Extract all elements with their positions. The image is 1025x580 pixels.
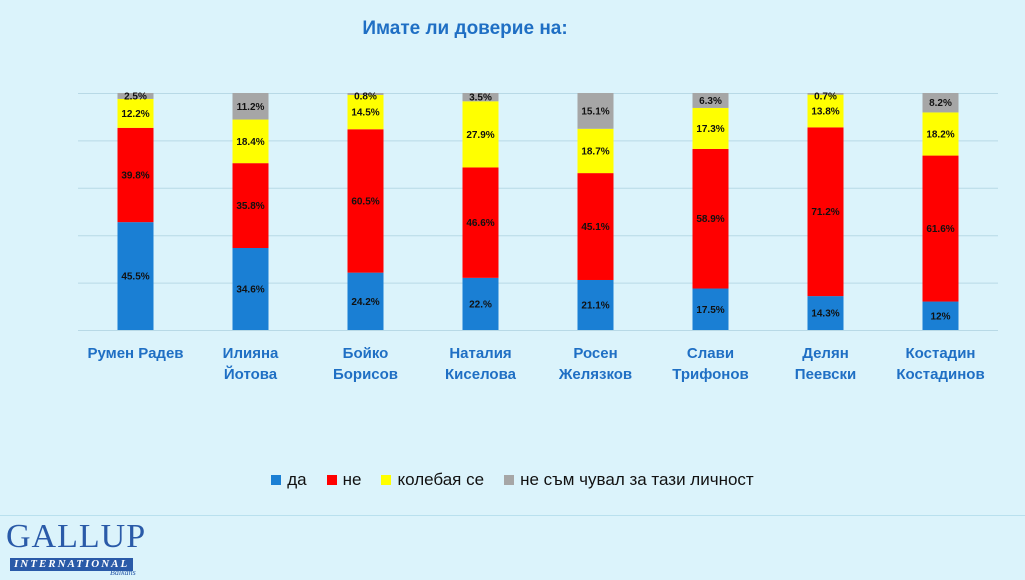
data-label: 13.8%	[811, 107, 839, 118]
bar-segment	[692, 148, 729, 289]
data-label: 15.1%	[581, 106, 609, 117]
legend-swatch	[504, 475, 515, 485]
category-label: Делян	[802, 345, 849, 362]
category-label: Костадинов	[896, 366, 984, 383]
legend-item: колебая се	[381, 470, 484, 490]
bar-segment	[692, 288, 729, 330]
footer-divider	[0, 515, 1025, 516]
data-label: 24.2%	[351, 297, 379, 308]
category-label: Желязков	[558, 366, 632, 383]
bar-segment	[117, 98, 154, 128]
data-label: 34.6%	[236, 284, 264, 295]
data-label: 46.6%	[466, 218, 494, 229]
bar-segment	[577, 128, 614, 174]
data-label: 21.1%	[581, 300, 609, 311]
data-label: 58.9%	[696, 214, 724, 225]
data-label: 60.5%	[351, 196, 379, 207]
bar-segment	[692, 107, 729, 149]
data-label: 18.4%	[236, 137, 264, 148]
data-label: 71.2%	[811, 207, 839, 218]
category-label: Румен Радев	[87, 345, 183, 362]
stacked-bar-chart: 45.5% 39.8% 12.2% 2.5% Румен Радев 34.6% 35.8%…	[78, 92, 998, 383]
bar-segment	[922, 301, 959, 330]
data-label: 14.3%	[811, 309, 839, 320]
bar-segment	[232, 163, 269, 248]
bar-segment	[922, 93, 959, 113]
bar-segment	[232, 247, 269, 330]
bar-segment	[807, 296, 844, 330]
bar-segment	[462, 277, 499, 330]
bar-segment	[922, 155, 959, 302]
data-label: 3.5%	[469, 93, 492, 104]
data-label: 6.3%	[699, 96, 722, 107]
bar-segment	[922, 112, 959, 156]
bar-segment	[577, 173, 614, 280]
bar-segment	[347, 272, 384, 330]
chart-title: Имате ли доверие на:	[362, 18, 568, 39]
data-label: 18.2%	[926, 130, 954, 141]
chart-legend: да не колебая се не съм чувал за тази лично…	[0, 470, 1025, 490]
logo-international: INTERNATIONAL	[10, 558, 134, 571]
data-label: 2.5%	[124, 92, 147, 103]
data-label: 12%	[930, 311, 950, 322]
bar-segment	[807, 127, 844, 297]
data-label: 18.7%	[581, 146, 609, 157]
bar-segment	[692, 93, 729, 108]
data-label: 45.5%	[121, 272, 149, 283]
bar-segment	[462, 167, 499, 278]
category-label: Трифонов	[672, 366, 749, 383]
legend-label: колебая се	[397, 470, 485, 489]
bar-segment	[117, 127, 154, 223]
data-label: 17.5%	[696, 305, 724, 316]
category-label: Слави	[687, 345, 734, 362]
bar-segment	[117, 222, 154, 330]
data-label: 0.8%	[354, 92, 377, 103]
data-label: 39.8%	[121, 171, 149, 182]
legend-item: да	[271, 470, 307, 490]
data-label: 14.5%	[351, 108, 379, 119]
data-label: 8.2%	[929, 98, 952, 109]
legend-item: не	[326, 470, 362, 490]
category-label: Наталия	[449, 345, 511, 362]
legend-swatch	[381, 475, 392, 485]
data-label: 22.%	[469, 299, 492, 310]
logo-wordmark: GALLUP	[6, 518, 147, 555]
data-label: 61.6%	[926, 224, 954, 235]
data-label: 27.9%	[466, 130, 494, 141]
bar-segment	[232, 93, 269, 120]
bar-segment	[347, 94, 384, 130]
category-label: Пеевски	[795, 366, 856, 383]
legend-label: не	[342, 470, 362, 489]
data-label: 11.2%	[237, 102, 265, 113]
category-label: Росен	[573, 345, 617, 362]
category-label: Бойко	[343, 345, 389, 362]
category-label: Илияна	[223, 345, 279, 362]
bar-segment	[462, 101, 499, 168]
bar-segment	[347, 129, 384, 273]
category-label: Костадин	[906, 345, 976, 362]
bar-segment	[807, 93, 844, 95]
category-label: Йотова	[224, 365, 278, 383]
data-label: 45.1%	[581, 222, 609, 233]
data-label: 17.3%	[696, 124, 724, 135]
category-label: Киселова	[445, 366, 517, 383]
bar-segment	[232, 119, 269, 164]
legend-item: не съм чувал за тази личност	[504, 470, 754, 490]
legend-label: да	[287, 470, 307, 489]
logo-region: Balkans	[110, 568, 136, 577]
data-label: 35.8%	[236, 201, 264, 212]
data-label: 12.2%	[121, 109, 149, 120]
category-label: Борисов	[333, 366, 398, 383]
gallup-logo: GALLUP INTERNATIONAL Balkans	[6, 520, 156, 578]
bar-segment	[462, 93, 499, 102]
legend-swatch	[271, 475, 282, 485]
legend-label: не съм чувал за тази личност	[520, 470, 754, 489]
legend-swatch	[326, 475, 337, 485]
bar-segment	[347, 93, 384, 95]
data-label: 0.7%	[814, 92, 837, 103]
bar-segment	[807, 94, 844, 128]
bar-segment	[577, 93, 614, 129]
bar-segment	[117, 93, 154, 99]
bar-segment	[577, 279, 614, 330]
